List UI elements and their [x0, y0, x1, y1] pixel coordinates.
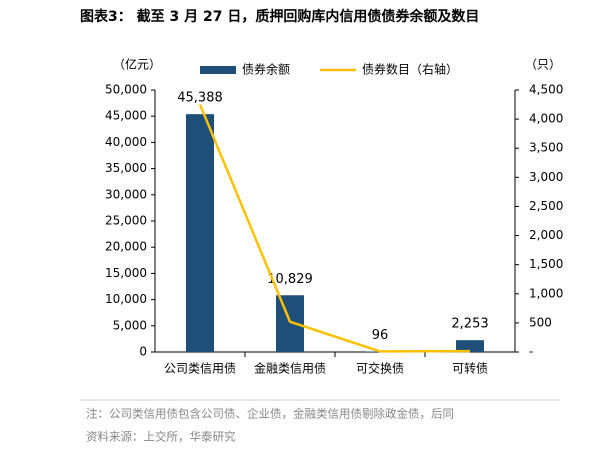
- y2-tick-label: 500: [529, 315, 552, 329]
- y2-tick-label: 3,000: [529, 170, 563, 184]
- y-tick-label: 5,000: [113, 318, 147, 332]
- y2-axis-label: （只）: [525, 58, 561, 72]
- x-tick-label: 公司类信用债: [164, 362, 236, 376]
- y-tick-label: 45,000: [105, 109, 147, 123]
- value-label: 45,388: [177, 91, 223, 106]
- y-tick-label: 15,000: [105, 266, 147, 280]
- legend-label: 债券数目（右轴）: [362, 62, 458, 77]
- y-tick-label: 30,000: [105, 187, 147, 201]
- y-tick-label: 50,000: [105, 83, 147, 97]
- bar: [186, 114, 214, 353]
- y2-tick-label: 4,000: [529, 112, 563, 126]
- y-axis-label: （亿元）: [113, 57, 161, 72]
- y2-tick-label: 2,500: [529, 199, 563, 213]
- footnote: 注：公司类信用债包含公司债、企业债，金融类信用债剔除政金债，后同: [86, 407, 454, 421]
- y-tick-label: 20,000: [105, 240, 147, 254]
- y2-tick-label: -: [529, 345, 533, 359]
- legend-label: 债券余额: [242, 62, 290, 77]
- y-tick-label: 25,000: [105, 214, 147, 228]
- y2-tick-label: 2,000: [529, 228, 563, 242]
- x-tick-label: 可转债: [452, 361, 488, 376]
- y2-tick-label: 1,000: [529, 286, 563, 300]
- y2-tick-label: 3,500: [529, 141, 563, 155]
- y-tick-label: 10,000: [105, 292, 147, 306]
- y2-tick-label: 1,500: [529, 257, 563, 271]
- y2-tick-label: 4,500: [529, 83, 563, 97]
- x-tick-label: 金融类信用债: [254, 361, 326, 376]
- value-label: 2,253: [451, 317, 488, 332]
- bar: [276, 295, 304, 352]
- chart-title: 图表3： 截至 3 月 27 日，质押回购库内信用债债券余额及数目: [80, 8, 479, 25]
- line: [198, 104, 471, 353]
- y-tick-label: 35,000: [105, 161, 147, 175]
- legend-swatch: [200, 66, 236, 74]
- x-tick-label: 可交换债: [356, 361, 404, 376]
- bar: [456, 340, 484, 352]
- value-label: 10,829: [267, 272, 313, 287]
- y-tick-label: 40,000: [105, 135, 147, 149]
- y-tick-label: 0: [139, 345, 147, 359]
- source: 资料来源：上交所，华泰研究: [86, 430, 236, 444]
- value-label: 96: [372, 328, 389, 343]
